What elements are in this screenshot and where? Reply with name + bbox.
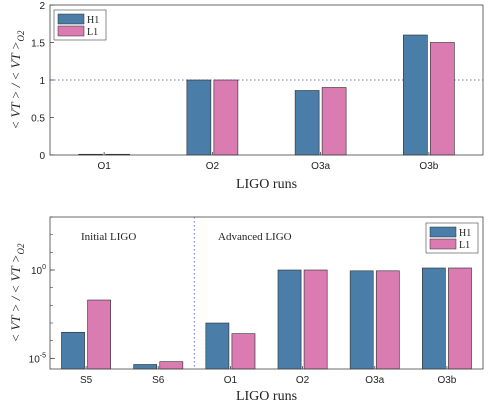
bottom-bar-h1-o3a [349, 270, 374, 370]
top-bar-l1-o2 [213, 79, 239, 156]
top-bar-h1-o3a [294, 90, 320, 156]
bottom-x-ticks: S5 S6 O1 O2 O3a O3b [80, 366, 457, 386]
bottom-y-ticks: 10-5 100 [29, 216, 55, 365]
bottom-bar-h1-s6 [133, 364, 158, 370]
top-y-tick-label: 0 [39, 151, 45, 162]
bottom-bar-l1-o2 [303, 269, 328, 370]
top-x-tick-label: O3a [311, 161, 330, 172]
top-bar-l1-o3b [430, 42, 455, 156]
top-x-tick-label: O2 [206, 161, 220, 172]
bottom-x-tick-label: O2 [296, 375, 310, 386]
top-y-axis-label: < VT > / < VT >O2 [8, 30, 26, 130]
top-x-tick-label: O1 [97, 161, 111, 172]
bottom-bar-l1-s6 [159, 361, 184, 370]
bottom-x-tick-label: O3b [437, 375, 456, 386]
bottom-legend-swatch-h1 [429, 226, 457, 238]
top-x-ticks: O1 O2 O3a O3b [97, 152, 439, 172]
top-x-tick-label: O3b [419, 161, 438, 172]
bottom-chart: 10-5 100 S5 S6 O1 O2 O3a O3b Initial LIGO Adva… [8, 216, 484, 402]
top-bar-l1-o3a [321, 87, 347, 156]
top-bars [78, 34, 455, 156]
bottom-bar-h1-o2 [277, 269, 302, 370]
bottom-legend-label-l1: L1 [459, 240, 470, 251]
bottom-bars [61, 267, 472, 370]
initial-ligo-annotation: Initial LIGO [81, 231, 136, 243]
top-y-tick-label: 2 [39, 1, 45, 12]
top-y-tick-label: 1.5 [31, 39, 45, 50]
top-legend-label-l1: L1 [87, 27, 98, 38]
top-x-axis-label: LIGO runs [236, 177, 297, 192]
bottom-x-tick-label: S5 [80, 375, 93, 386]
bottom-bar-h1-o3b [422, 267, 446, 370]
bottom-bar-l1-o3a [375, 270, 400, 370]
bottom-x-tick-label: S6 [152, 375, 165, 386]
bottom-x-tick-label: O1 [224, 375, 238, 386]
bottom-y-tick-label: 10-5 [29, 352, 46, 365]
top-bar-h1-o3b [403, 34, 428, 156]
top-legend-swatch-h1 [57, 13, 85, 25]
bottom-y-tick-label: 100 [31, 264, 46, 277]
bottom-legend-label-h1: H1 [459, 228, 471, 239]
bottom-y-axis-label: < VT > / < VT >O2 [8, 243, 26, 343]
top-y-tick-label: 1 [39, 76, 45, 87]
bottom-x-tick-label: O3a [365, 375, 384, 386]
advanced-ligo-annotation: Advanced LIGO [218, 231, 292, 243]
bottom-legend-swatch-l1 [429, 238, 457, 250]
top-y-ticks: 0 0.5 1 1.5 2 [31, 1, 54, 162]
bottom-bar-l1-o1 [231, 333, 256, 370]
bottom-bar-l1-o3b [448, 267, 472, 370]
top-bar-h1-o2 [186, 79, 212, 156]
top-legend-swatch-l1 [57, 25, 85, 37]
bottom-bar-l1-s5 [87, 299, 111, 370]
bottom-bar-h1-o1 [205, 322, 230, 370]
top-y-tick-label: 0.5 [31, 114, 45, 125]
top-legend-label-h1: H1 [87, 15, 99, 26]
bottom-plot-frame [49, 216, 484, 370]
top-chart: 0 0.5 1 1.5 2 O1 O2 O3a O3b LIGO runs < VT > / … [8, 1, 484, 192]
bottom-bar-h1-s5 [61, 331, 85, 370]
bottom-x-axis-label: LIGO runs [236, 389, 297, 402]
